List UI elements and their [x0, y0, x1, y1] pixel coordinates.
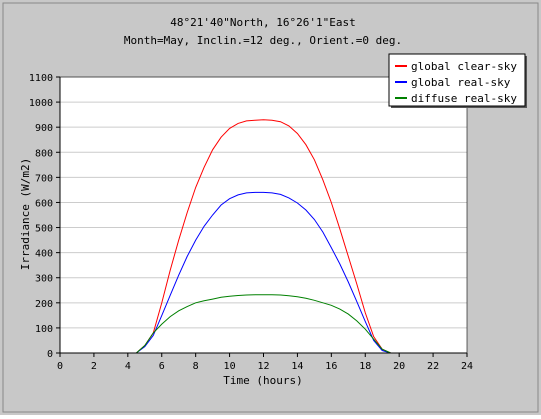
plot-border	[59, 76, 468, 354]
chart-legend: global clear-sky global real-sky diffuse r…	[388, 53, 527, 108]
y-tick-label: 500	[35, 224, 53, 235]
x-tick-label: 10	[224, 361, 236, 372]
x-tick-label: 18	[359, 361, 371, 372]
x-axis-label: Time (hours)	[223, 374, 302, 387]
plot-area	[60, 77, 467, 353]
y-tick-label: 800	[35, 148, 53, 159]
chart-title-line2: Month=May, Inclin.=12 deg., Orient.=0 de…	[124, 34, 402, 47]
x-tick-label: 14	[291, 361, 303, 372]
x-tick-label: 16	[325, 361, 337, 372]
chart-border	[2, 2, 539, 413]
x-tick-label: 8	[193, 361, 199, 372]
legend-box	[388, 53, 526, 107]
y-tick-label: 0	[47, 349, 53, 360]
legend-label-global-real-sky: global real-sky	[411, 76, 511, 89]
axes	[56, 76, 468, 357]
y-tick-label: 1100	[29, 73, 53, 84]
legend-label-diffuse-real-sky: diffuse real-sky	[411, 92, 517, 105]
y-axis-label: Irradiance (W/m2)	[19, 158, 32, 271]
x-tick-label: 2	[91, 361, 97, 372]
grid-lines	[60, 76, 467, 329]
y-tick-label: 700	[35, 173, 53, 184]
y-tick-label: 100	[35, 324, 53, 335]
y-tick-label: 200	[35, 299, 53, 310]
y-tick-label: 1000	[29, 98, 53, 109]
x-tick-label: 0	[57, 361, 63, 372]
y-tick-label: 600	[35, 198, 53, 209]
series-line-global-real-sky	[136, 191, 391, 354]
y-tick-label: 900	[35, 123, 53, 134]
chart-title-line1: 48°21'40"North, 16°26'1"East	[170, 16, 355, 29]
series-line-global-clear-sky	[135, 119, 391, 354]
legend-label-global-clear-sky: global clear-sky	[411, 60, 517, 73]
x-tick-label: 20	[393, 361, 405, 372]
y-tick-label: 400	[35, 249, 53, 260]
series-line-diffuse-real-sky	[135, 294, 391, 354]
x-tick-label: 6	[159, 361, 165, 372]
x-tick-label: 22	[427, 361, 439, 372]
x-tick-label: 4	[125, 361, 131, 372]
y-tick-label: 300	[35, 274, 53, 285]
series-lines	[135, 119, 391, 354]
x-tick-label: 24	[461, 361, 473, 372]
x-tick-label: 12	[257, 361, 269, 372]
